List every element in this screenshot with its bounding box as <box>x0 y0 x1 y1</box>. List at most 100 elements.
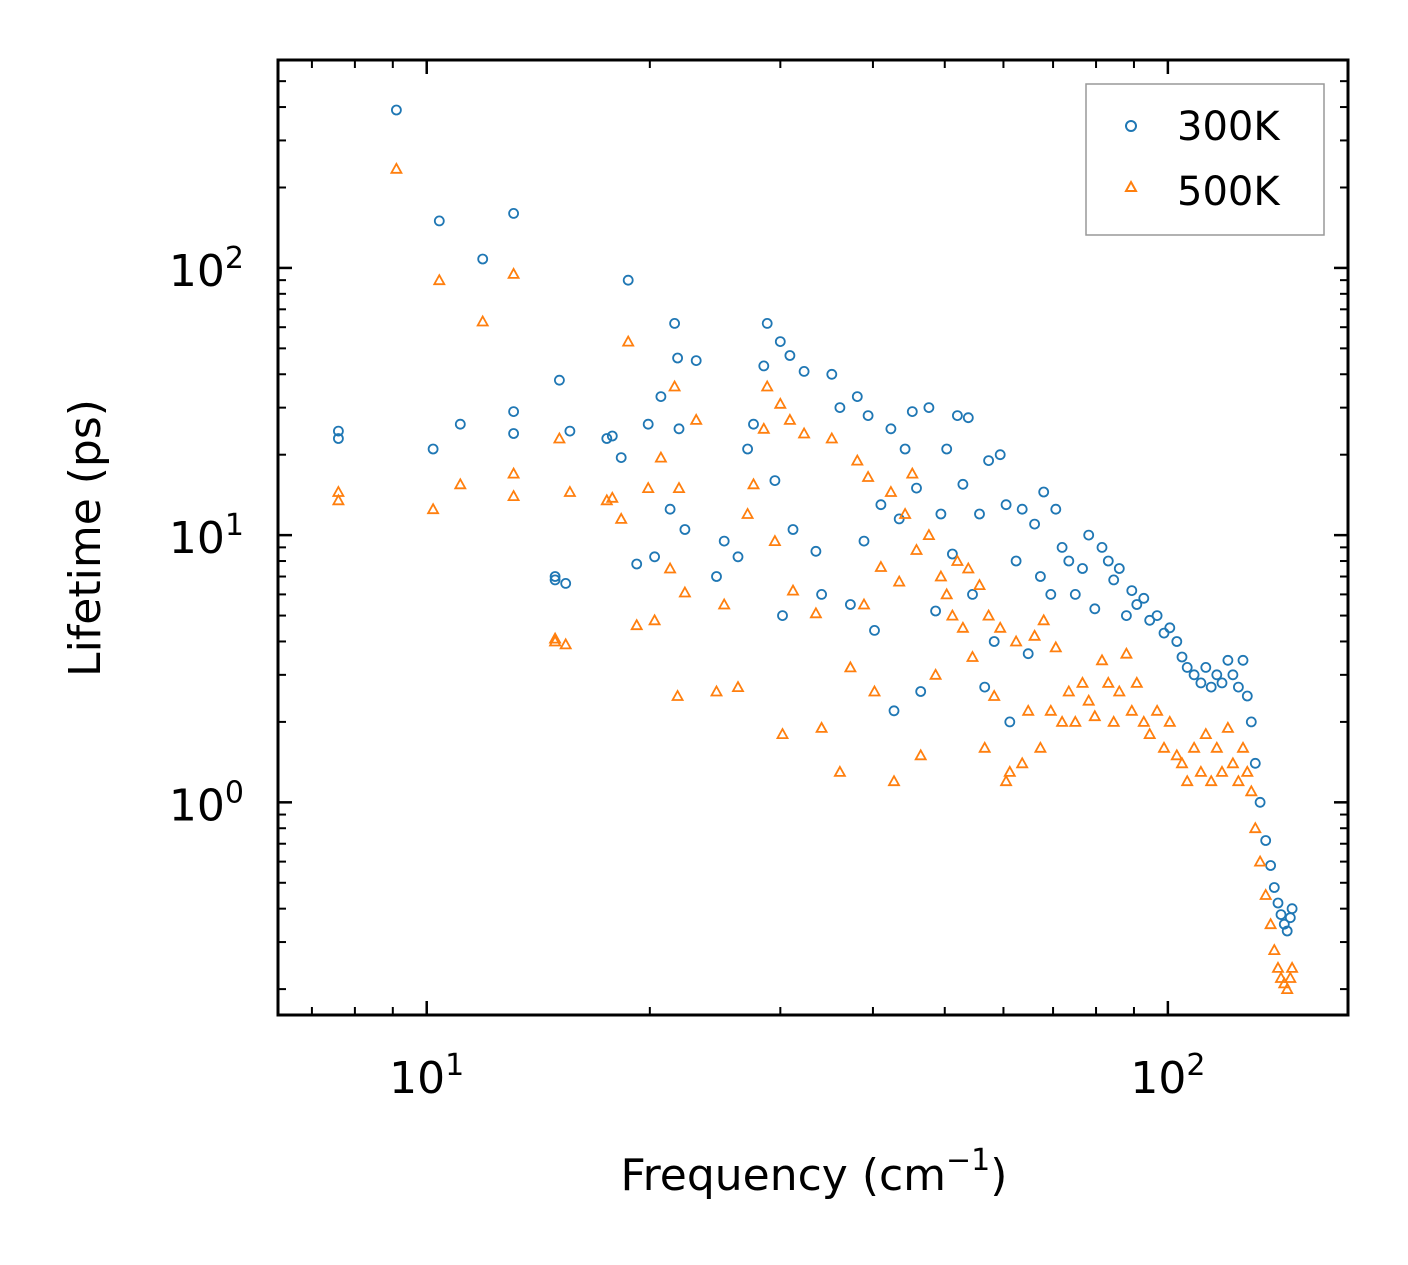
data-point-300k <box>869 625 880 636</box>
legend-label-500k: 500K <box>1177 169 1281 215</box>
data-point-500k <box>1199 727 1213 739</box>
data-point-300k <box>669 317 680 329</box>
y-tick-label-10-1: 101 <box>169 508 244 564</box>
data-point-300k <box>845 599 856 610</box>
data-point-500k <box>668 379 682 392</box>
data-point-300k <box>988 636 1000 647</box>
data-point-300k <box>1016 503 1028 515</box>
data-point-300k <box>1245 716 1257 728</box>
data-point-300k <box>679 524 691 535</box>
data-point-300k <box>1211 669 1223 681</box>
y-tick-base: 10 <box>169 246 225 297</box>
data-point-300k <box>1268 882 1280 893</box>
data-point-300k <box>1038 486 1050 498</box>
y-axis-label: Lifetime (ps) <box>60 399 111 677</box>
x-tick-label-10-1: 101 <box>389 1048 464 1104</box>
data-point-300k <box>906 406 918 418</box>
data-point-300k <box>1275 909 1287 920</box>
data-point-500k <box>1033 740 1047 753</box>
data-point-500k <box>1112 684 1126 697</box>
y-tick-base: 10 <box>169 780 225 831</box>
data-point-500k <box>1215 765 1229 777</box>
data-point-500k <box>884 485 898 497</box>
data-point-500k <box>1170 748 1184 761</box>
data-point-300k <box>748 418 759 430</box>
data-point-500k <box>605 490 619 503</box>
data-point-300k <box>1227 669 1239 681</box>
data-point-500k <box>1119 646 1133 659</box>
y-tick-exponent: 2 <box>225 241 244 276</box>
data-point-500k <box>559 637 573 650</box>
data-point-500k <box>1150 703 1164 716</box>
data-point-300k <box>798 365 810 377</box>
data-point-300k <box>1260 835 1272 846</box>
data-point-300k <box>979 681 991 693</box>
x-axis-label-text: Frequency (cm <box>621 1150 947 1201</box>
data-point-300k <box>1188 669 1200 681</box>
data-point-300k <box>711 571 722 582</box>
data-point-500k <box>978 740 992 753</box>
data-point-300k <box>508 207 519 219</box>
data-point-500k <box>1236 740 1250 753</box>
data-point-300k <box>761 317 773 329</box>
data-point-300k <box>888 705 900 717</box>
data-point-300k <box>1171 636 1183 647</box>
data-point-500k <box>1274 971 1288 983</box>
data-point-300k <box>1205 681 1217 693</box>
data-point-300k <box>1063 555 1075 567</box>
data-point-500k <box>1068 715 1082 727</box>
data-point-300k <box>947 548 958 560</box>
data-point-500k <box>1028 628 1042 641</box>
data-point-500k <box>1180 774 1194 787</box>
data-point-300k <box>1000 499 1012 511</box>
plot-frame <box>276 58 1350 1017</box>
data-point-300k <box>875 499 887 511</box>
data-point-300k <box>1069 589 1081 600</box>
data-point-500k <box>892 574 906 587</box>
data-point-300k <box>1237 654 1249 666</box>
data-point-300k <box>1050 503 1062 515</box>
data-point-300k <box>1144 614 1156 626</box>
data-point-500k <box>1285 961 1299 973</box>
data-point-300k <box>1010 555 1022 567</box>
data-point-300k <box>477 253 489 265</box>
data-point-500k <box>940 587 954 600</box>
data-point-500k <box>1049 640 1063 653</box>
data-point-500k <box>898 507 912 519</box>
data-point-300k <box>1278 918 1290 930</box>
data-point-500k <box>1015 756 1029 769</box>
legend-label-300k: 300K <box>1177 104 1281 150</box>
data-point-300k <box>983 455 994 467</box>
data-point-500k <box>1259 888 1273 900</box>
data-point-500k <box>1009 634 1023 647</box>
data-point-300k <box>390 104 402 116</box>
data-point-300k <box>560 578 572 589</box>
data-point-300k <box>1265 860 1276 871</box>
data-point-500k <box>453 477 467 490</box>
data-point-500k <box>905 466 919 479</box>
data-point-300k <box>1249 757 1261 769</box>
data-point-500k <box>950 554 964 566</box>
data-point-500k <box>857 597 871 610</box>
data-point-300k <box>1056 542 1068 553</box>
data-point-500k <box>552 431 566 444</box>
data-point-500k <box>934 569 948 582</box>
data-point-300k <box>1077 563 1088 574</box>
data-point-300k <box>1102 555 1114 567</box>
data-point-300k <box>784 350 796 361</box>
data-point-300k <box>769 475 781 487</box>
data-point-500k <box>945 608 959 621</box>
data-point-500k <box>432 273 446 286</box>
data-point-500k <box>783 413 797 425</box>
data-point-300k <box>911 482 922 494</box>
data-point-500k <box>1130 676 1144 688</box>
data-point-500k <box>1088 709 1102 722</box>
data-point-500k <box>1003 765 1017 777</box>
y-tick-labels: 100 101 102 <box>169 241 244 831</box>
data-point-300k <box>673 423 685 435</box>
data-point-300k <box>862 410 874 422</box>
data-point-500k <box>1107 715 1121 727</box>
x-tick-exponent: 1 <box>445 1048 464 1083</box>
data-point-300k <box>655 391 667 403</box>
